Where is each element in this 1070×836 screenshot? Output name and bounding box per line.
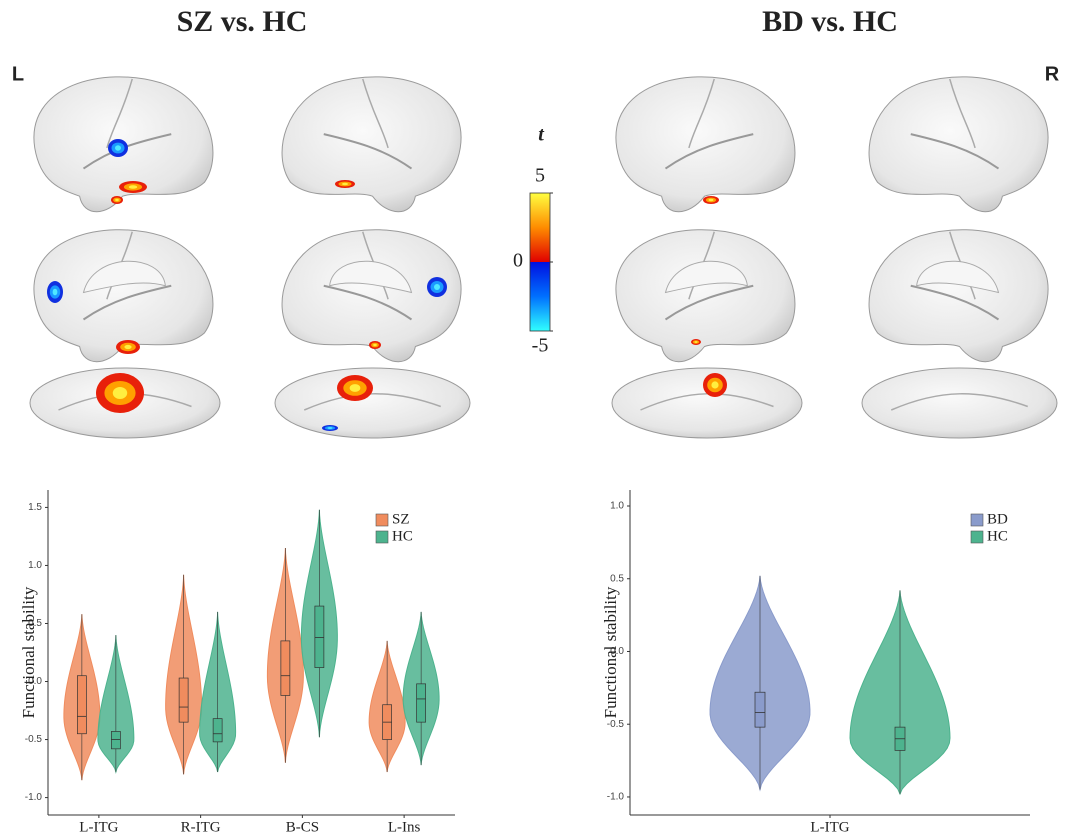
y-axis-label: Functional stability <box>601 586 620 718</box>
colorbar-label: t <box>538 124 545 146</box>
cluster <box>695 341 698 343</box>
brain-surface <box>616 77 795 212</box>
cluster <box>350 384 361 392</box>
colorbar <box>530 193 550 331</box>
brain-surface <box>275 368 470 438</box>
x-tick-label: B-CS <box>286 819 319 835</box>
brain-surface <box>869 230 1048 362</box>
cluster <box>53 289 58 296</box>
cluster <box>434 284 440 290</box>
y-tick-label: -0.5 <box>607 719 625 730</box>
legend-label: HC <box>987 528 1008 544</box>
cluster <box>328 427 333 429</box>
brain-surface <box>616 230 795 362</box>
box <box>111 731 120 748</box>
cluster <box>124 345 131 349</box>
hemisphere-label: R <box>1045 63 1060 85</box>
cluster <box>129 185 137 189</box>
box <box>755 692 765 727</box>
legend-label: BD <box>987 511 1008 527</box>
y-tick-label: -0.5 <box>25 734 43 745</box>
brain-surface <box>282 77 461 212</box>
colorbar-tick-label: 5 <box>535 165 545 187</box>
legend-swatch <box>971 531 983 543</box>
cluster <box>709 199 714 201</box>
x-tick-label: L-Ins <box>388 819 421 835</box>
cluster <box>113 387 127 399</box>
y-tick-label: 1.0 <box>28 560 42 571</box>
legend-swatch <box>376 514 388 526</box>
legend-label: SZ <box>392 511 410 527</box>
cluster <box>115 145 121 150</box>
cluster <box>115 199 119 201</box>
y-tick-label: 0.5 <box>610 573 624 584</box>
y-tick-label: -1.0 <box>607 792 625 803</box>
brain-surface <box>869 77 1048 212</box>
cluster <box>373 344 377 346</box>
y-tick-label: -1.0 <box>25 792 43 803</box>
legend-label: HC <box>392 528 413 544</box>
box <box>315 606 324 668</box>
box <box>417 684 426 722</box>
box <box>77 676 86 734</box>
hemisphere-label: L <box>12 63 24 85</box>
panel-title: BD vs. HC <box>762 5 898 38</box>
colorbar-tick-label: 0 <box>513 250 523 272</box>
box <box>213 719 222 742</box>
x-tick-label: R-ITG <box>181 819 221 835</box>
panel-title: SZ vs. HC <box>177 5 308 38</box>
figure: SZ vs. HC BD vs. HC L R t 5 0 -5 -1.0 -0.5 0.… <box>0 0 1070 836</box>
cluster <box>342 183 348 185</box>
brain-surface <box>862 368 1057 438</box>
y-tick-label: 1.0 <box>610 501 624 512</box>
y-tick-label: 1.5 <box>28 502 42 513</box>
colorbar-tick-label: -5 <box>532 335 549 357</box>
cluster <box>711 381 718 388</box>
box <box>281 641 290 696</box>
legend-swatch <box>971 514 983 526</box>
box <box>179 678 188 722</box>
legend-swatch <box>376 531 388 543</box>
x-tick-label: L-ITG <box>79 819 118 835</box>
x-tick-label: L-ITG <box>810 819 849 835</box>
y-axis-label: Functional stability <box>19 586 38 718</box>
